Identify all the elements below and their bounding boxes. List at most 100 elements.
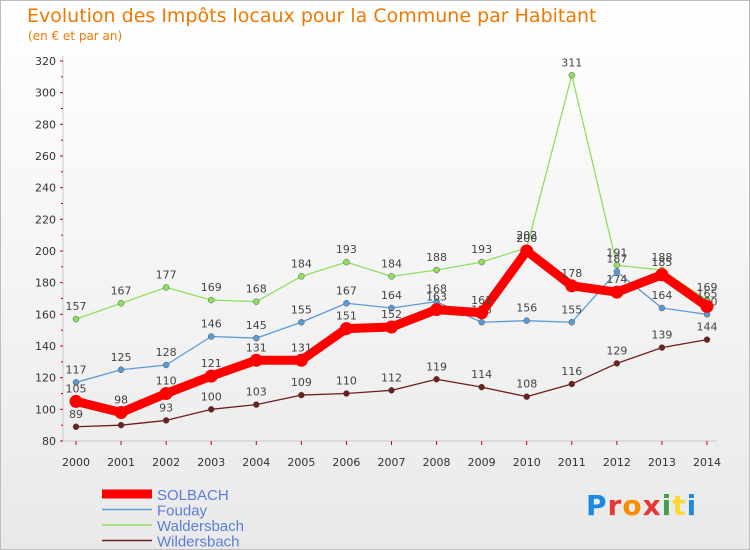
data-point — [613, 262, 621, 269]
data-point — [249, 353, 263, 367]
y-tick-label: 260 — [35, 150, 56, 163]
data-label: 121 — [201, 357, 222, 370]
y-tick-label: 100 — [35, 403, 56, 416]
data-label: 103 — [246, 386, 267, 399]
data-point — [475, 306, 489, 320]
data-label: 200 — [516, 232, 537, 245]
logo-letter: i — [686, 489, 698, 522]
data-point — [568, 319, 576, 326]
data-point — [388, 387, 395, 394]
legend-label-waldersbach: Waldersbach — [157, 518, 244, 535]
data-label: 178 — [561, 267, 582, 280]
data-point — [253, 334, 260, 342]
x-tick-label: 2001 — [107, 456, 135, 469]
x-tick-label: 2002 — [152, 456, 180, 469]
data-label: 157 — [66, 300, 87, 313]
data-point — [565, 279, 579, 293]
data-point — [703, 336, 711, 343]
data-label: 146 — [201, 318, 222, 331]
data-point — [568, 72, 576, 79]
data-point — [343, 300, 350, 307]
logo-letter: x — [642, 489, 662, 522]
y-tick-label: 300 — [35, 87, 56, 100]
data-label: 139 — [651, 329, 672, 342]
data-point — [72, 423, 80, 430]
x-tick-label: 2008 — [423, 456, 451, 469]
data-label: 152 — [381, 308, 402, 321]
data-label: 144 — [697, 321, 718, 334]
data-point — [339, 322, 353, 336]
data-point — [253, 401, 260, 408]
proxiti-logo: Proxiti — [586, 489, 697, 522]
data-label: 164 — [381, 289, 402, 302]
data-point — [114, 406, 128, 419]
y-tick-label: 140 — [35, 340, 56, 353]
data-point — [207, 406, 215, 413]
data-point — [294, 353, 308, 367]
chart-subtitle: (en € et par an) — [28, 29, 123, 43]
logo-letter: i — [661, 489, 673, 522]
data-label: 93 — [159, 401, 173, 414]
data-label: 164 — [651, 289, 672, 302]
data-label: 98 — [114, 394, 128, 407]
data-label: 109 — [291, 376, 312, 389]
data-point — [298, 391, 305, 399]
data-point — [162, 417, 170, 424]
y-tick-label: 120 — [35, 372, 56, 385]
y-tick-label: 80 — [42, 435, 56, 448]
data-point — [433, 376, 440, 383]
data-point — [433, 266, 440, 274]
data-point — [343, 390, 350, 397]
data-point — [478, 319, 485, 326]
data-label: 110 — [336, 375, 357, 388]
data-label: 119 — [426, 360, 447, 373]
x-tick-label: 2009 — [468, 456, 496, 469]
logo-letter: t — [672, 489, 687, 522]
data-point — [69, 394, 83, 408]
data-label: 169 — [697, 281, 718, 294]
data-label: 184 — [291, 257, 312, 270]
data-point — [72, 315, 80, 323]
logo-letter: r — [607, 489, 623, 522]
data-point — [343, 258, 350, 266]
data-point — [613, 268, 621, 275]
data-label: 168 — [246, 283, 267, 296]
x-tick-label: 2004 — [242, 456, 270, 469]
data-label: 125 — [111, 351, 132, 364]
data-point — [523, 317, 530, 324]
data-label: 184 — [381, 257, 402, 270]
x-tick-label: 2007 — [378, 456, 406, 469]
data-label: 187 — [606, 253, 627, 266]
data-label: 156 — [516, 302, 537, 315]
data-label: 105 — [66, 382, 87, 395]
data-label: 168 — [426, 283, 447, 296]
y-tick-label: 220 — [35, 213, 56, 226]
data-label: 165 — [697, 287, 718, 300]
data-label: 116 — [561, 365, 582, 378]
data-label: 193 — [336, 243, 357, 256]
data-point — [388, 304, 395, 312]
data-label: 108 — [516, 378, 537, 391]
data-label: 163 — [426, 291, 447, 304]
data-label: 155 — [291, 303, 312, 316]
data-point — [700, 299, 714, 313]
data-label: 114 — [471, 368, 492, 381]
data-point — [658, 344, 666, 351]
data-label: 131 — [291, 341, 312, 354]
y-tick-label: 280 — [35, 118, 56, 131]
x-tick-label: 2013 — [648, 456, 676, 469]
legend-label-wildersbach: Wildersbach — [157, 534, 240, 550]
data-label: 112 — [381, 371, 402, 384]
data-point — [658, 304, 666, 312]
data-point — [117, 300, 125, 307]
x-tick-label: 2012 — [603, 456, 631, 469]
x-tick-label: 2011 — [558, 456, 586, 469]
data-point — [162, 284, 170, 291]
data-point — [159, 387, 173, 400]
y-tick-label: 180 — [35, 277, 56, 290]
data-label: 128 — [156, 346, 177, 359]
legend-label-fouday: Fouday — [157, 503, 208, 520]
